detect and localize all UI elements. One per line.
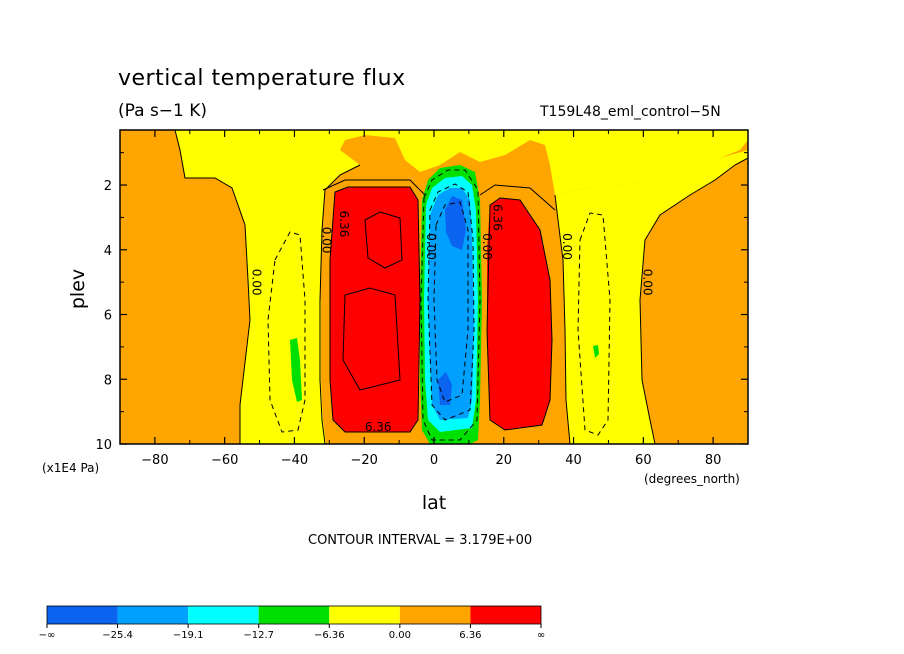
contour-inner-left-lower: [342, 287, 401, 391]
contour-orange-left: [322, 179, 426, 196]
legend-label: ∞: [537, 630, 545, 641]
contour-interval-note: CONTOUR INTERVAL = 3.179E+00: [308, 533, 533, 548]
contour-dash-core-2: [427, 183, 475, 421]
x-tick-label: −80: [141, 453, 168, 468]
contour-label: 0.00: [319, 227, 333, 254]
legend-swatch: [399, 606, 471, 624]
y-tick-label: 2: [104, 179, 112, 194]
contour-orange-right: [479, 184, 556, 211]
y-tick-label: 4: [104, 244, 112, 259]
contour-label: 0.00: [640, 269, 654, 296]
x-tick-label: −40: [281, 453, 308, 468]
contour-zero-right-inner: [554, 194, 571, 444]
x-tick-label: 20: [496, 453, 513, 468]
field-band-red-left: [330, 187, 420, 432]
field-band-blue-lower: [438, 372, 452, 405]
y-tick-label: 8: [104, 373, 112, 388]
field-blob-green-left: [290, 338, 302, 402]
contour-inner-left-upper: [364, 211, 403, 269]
y-axis-units: (x1E4 Pa): [42, 461, 99, 475]
legend-swatch: [470, 606, 541, 624]
contour-red-right: [486, 197, 553, 431]
x-tick-label: 40: [565, 453, 582, 468]
chart-title: vertical temperature flux: [118, 66, 406, 91]
legend-label: −25.4: [102, 630, 133, 641]
field-band-yellow-right: [555, 150, 748, 444]
contour-dash-left: [267, 231, 306, 433]
contour-labels: 0.00 0.00 6.36 6.36 0.00 0.00 6.36 0.00 0.00: [250, 204, 655, 434]
contour-field: [120, 130, 748, 444]
field-blob-green-right: [593, 345, 599, 358]
legend-label: −12.7: [243, 630, 274, 641]
legend-frame: [46, 605, 542, 625]
field-band-blue-upper: [445, 196, 466, 250]
field-band-red-right: [487, 198, 552, 430]
x-axis: −80 −60 −40 −20 0 20 40 60 80: [119, 130, 749, 468]
x-tick-label: −60: [211, 453, 238, 468]
contour-label: 0.00: [424, 233, 438, 260]
legend-swatch: [329, 606, 400, 624]
field-band-yellow-left: [240, 300, 326, 444]
chart-units: (Pa s−1 K): [118, 101, 208, 121]
contour-label: 6.36: [365, 420, 392, 434]
legend-label: −19.1: [173, 630, 204, 641]
y-axis-title: plev: [67, 269, 89, 309]
legend-swatch: [47, 606, 118, 624]
legend-label: 6.36: [459, 630, 481, 641]
y-tick-label: 10: [95, 438, 112, 453]
contour-label: 6.36: [337, 211, 351, 238]
x-tick-label: 0: [430, 453, 438, 468]
contour-label: 0.00: [480, 233, 494, 260]
y-tick-label: 6: [104, 309, 112, 324]
colorbar-legend: −∞ −25.4 −19.1 −12.7 −6.36 0.00 6.36 ∞: [39, 605, 545, 641]
contour-red-left: [329, 186, 421, 433]
x-tick-label: −20: [351, 453, 378, 468]
contour-lines: [174, 130, 748, 444]
contour-dash-core-3: [433, 201, 469, 403]
run-label: T159L48_eml_control−5N: [540, 104, 721, 120]
legend-swatch: [258, 606, 330, 624]
x-tick-label: 60: [635, 453, 652, 468]
legend-swatch: [117, 606, 189, 624]
x-axis-units: (degrees_north): [644, 472, 740, 486]
contour-lines-negative: [267, 169, 611, 441]
contour-label: 6.36: [490, 204, 504, 231]
legend-swatch: [188, 606, 259, 624]
y-axis: 2 4 6 8 10: [95, 152, 748, 453]
legend-label: −∞: [39, 630, 56, 641]
contour-dash-core-1: [420, 169, 481, 441]
contour-zero-left-inner: [319, 164, 361, 444]
x-tick-label: 80: [705, 453, 722, 468]
contour-zero-left-outer: [174, 130, 251, 444]
legend-label: −6.36: [314, 630, 345, 641]
contour-zero-right-outer: [639, 157, 748, 444]
legend-label: 0.00: [389, 630, 411, 641]
contour-dash-right: [577, 212, 611, 436]
x-axis-title: lat: [422, 492, 446, 514]
contour-label: 0.00: [560, 233, 574, 260]
contour-label: 0.00: [250, 269, 264, 296]
